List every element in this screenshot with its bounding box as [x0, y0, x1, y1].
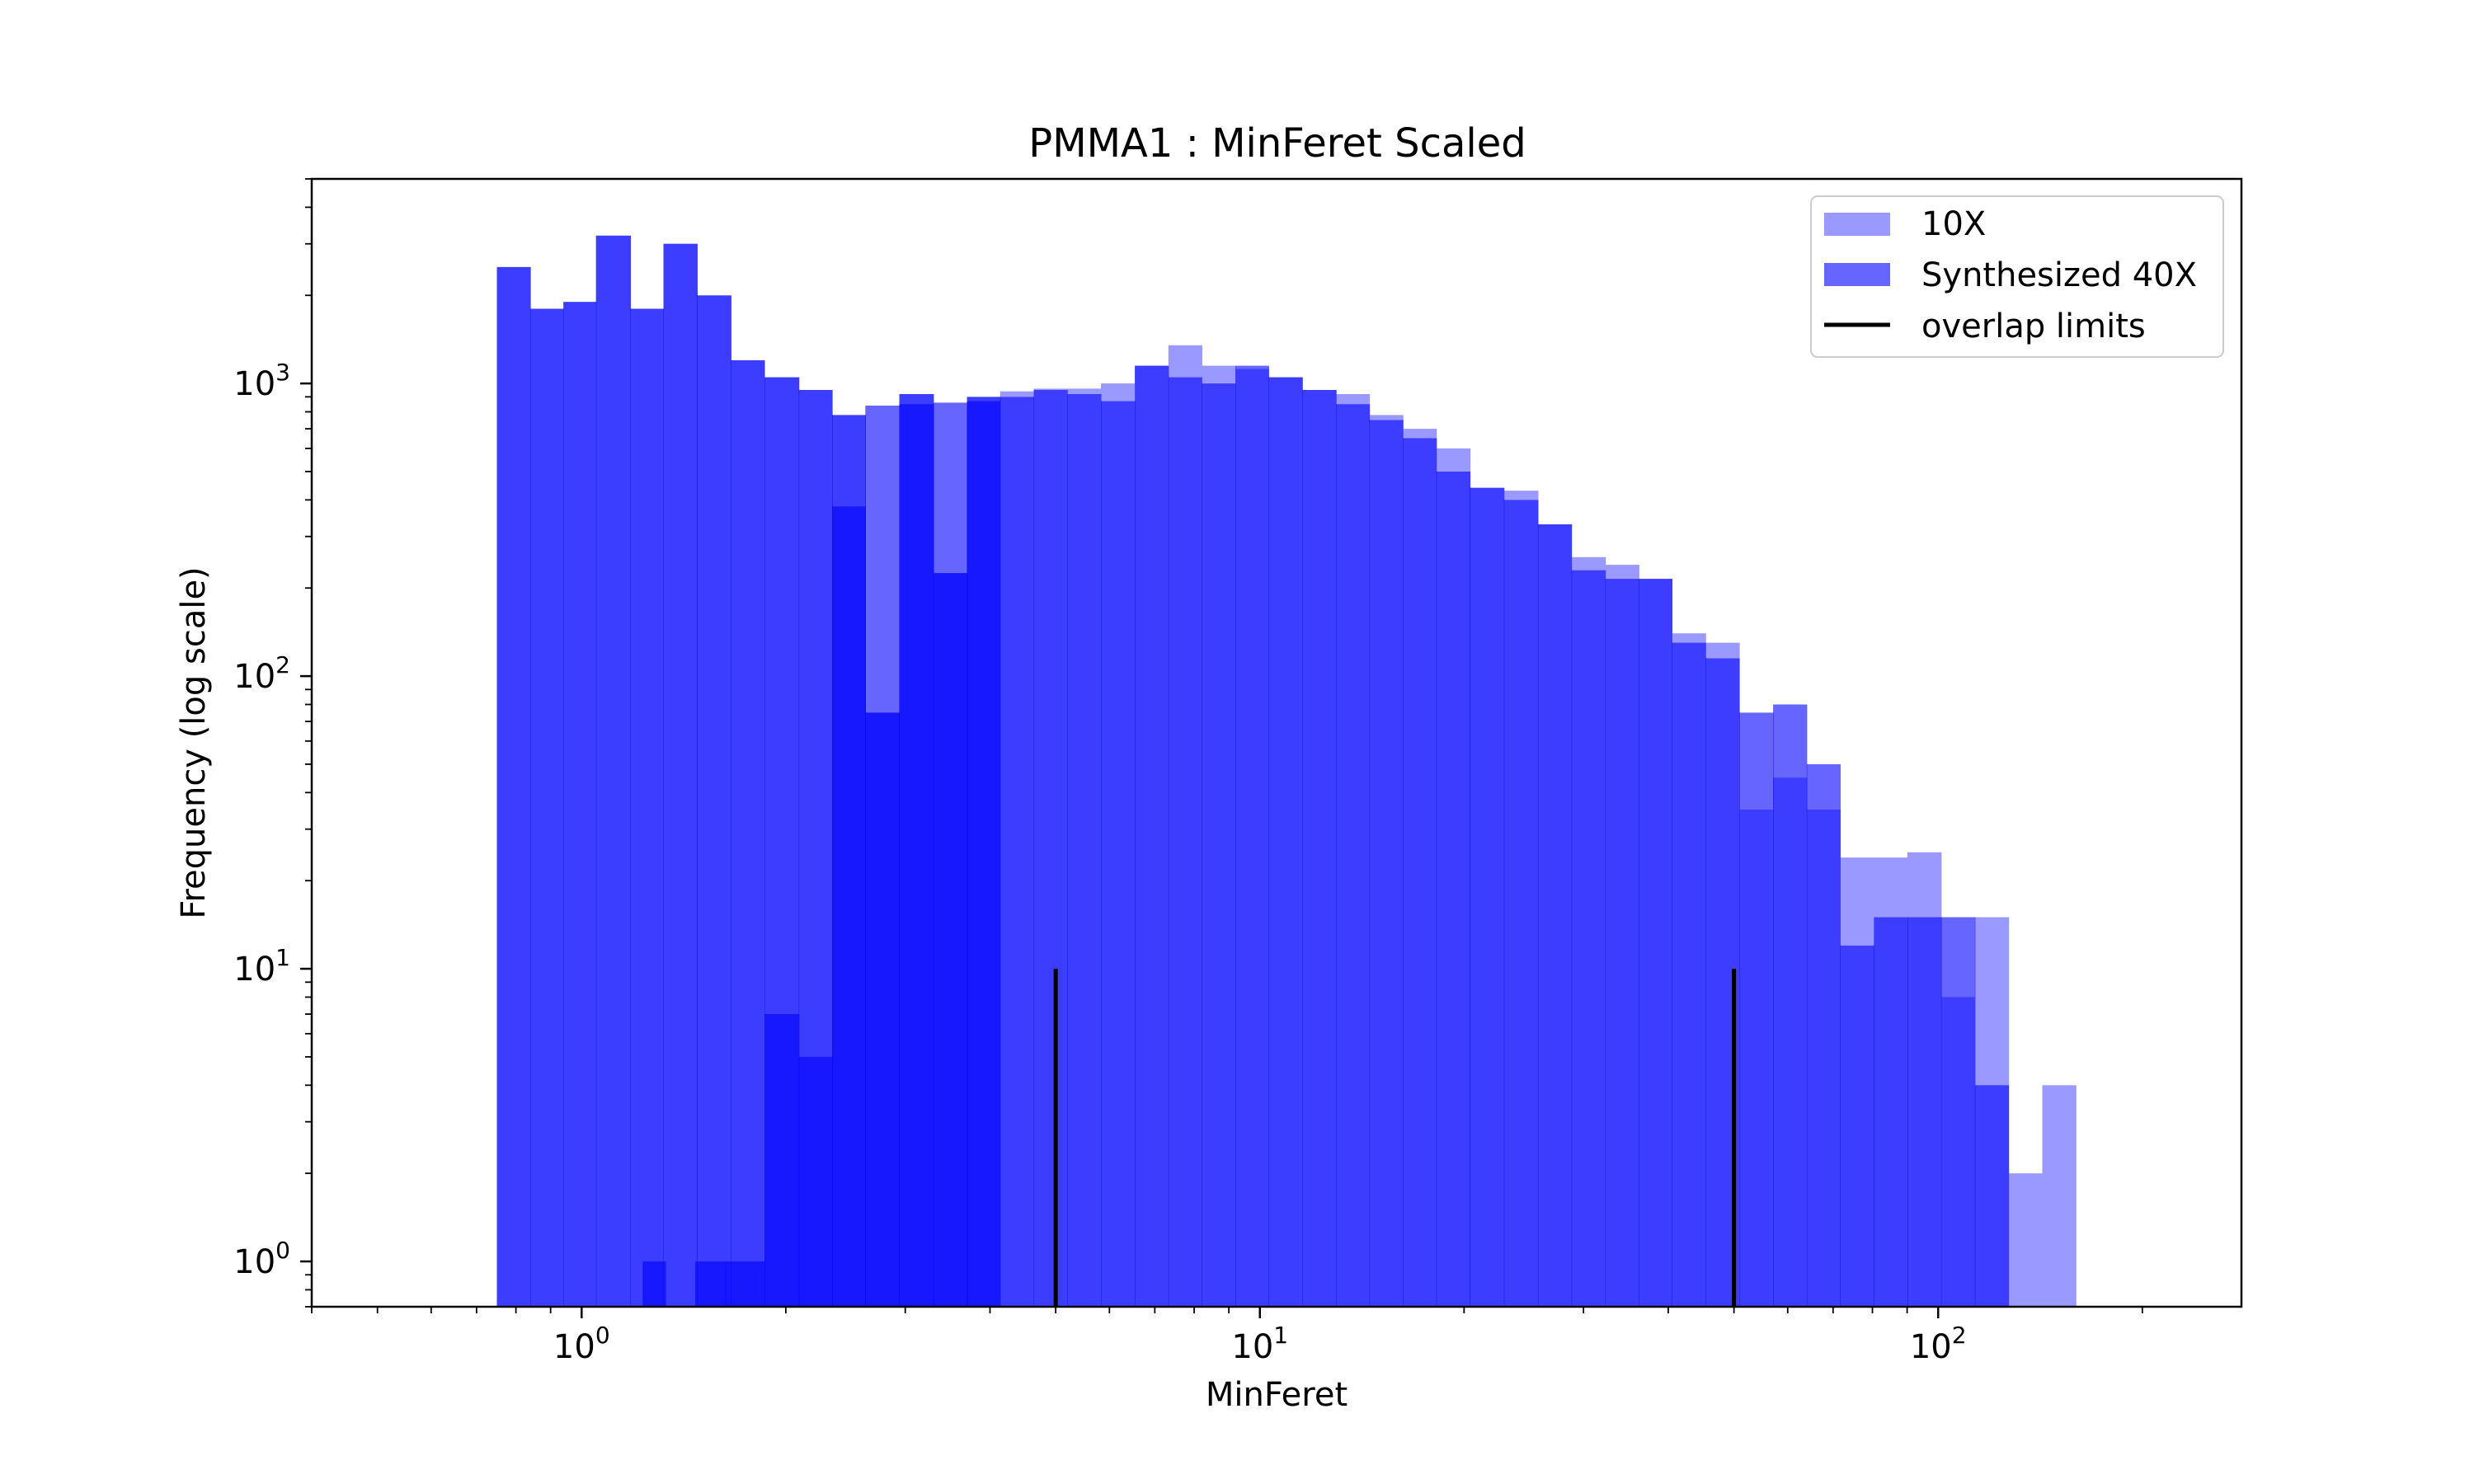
bar-series1-26 [1369, 420, 1404, 1307]
bar-series1-19 [1135, 365, 1169, 1308]
y-tick-label-1: 101 [233, 944, 290, 989]
bar-series2-1 [694, 1261, 727, 1307]
x-axis-ticks: 100 101 102 [311, 1307, 2143, 1366]
bar-series1-6 [697, 295, 731, 1307]
legend-label-overlap-limits: overlap limits [1921, 308, 2146, 345]
legend-frame [1810, 195, 2224, 358]
legend-swatch-synthesized-40x [1824, 263, 1890, 286]
overlap-limit-lines [1053, 969, 1737, 1307]
bar-series0-45 [2008, 1173, 2044, 1307]
y-axis-label: Frequency (log scale) [175, 566, 213, 918]
bar-series1-41 [1874, 917, 1908, 1307]
x-axis-label: MinFeret [1206, 1376, 1348, 1414]
bar-series1-15 [999, 397, 1035, 1307]
bar-series1-27 [1403, 438, 1437, 1307]
bar-series1-3 [595, 235, 631, 1307]
y-axis-ticks: 100 101 102 103 [233, 178, 312, 1308]
legend-label-10x: 10X [1921, 205, 1986, 243]
bar-series2-6 [865, 712, 901, 1307]
legend-label-synthesized-40x: Synthesized 40X [1921, 256, 2197, 294]
x-tick-label-2: 102 [1910, 1322, 1967, 1366]
y-tick-label-2: 102 [233, 651, 290, 696]
bar-series1-40 [1840, 945, 1874, 1307]
bar-series2-9 [967, 397, 1001, 1307]
plot-frame [310, 177, 2243, 1308]
bar-series1-1 [530, 308, 564, 1307]
bar-series1-5 [663, 243, 698, 1308]
bar-series1-33 [1605, 579, 1639, 1307]
legend: 10X Synthesized 40X overlap limits [1810, 195, 2224, 358]
bar-series1-39 [1806, 763, 1841, 1307]
x-tick-label-1: 101 [1231, 1322, 1288, 1366]
bar-series1-31 [1537, 524, 1573, 1307]
bar-series1-2 [563, 302, 597, 1308]
bar-series1-24 [1302, 390, 1337, 1307]
bar-series1-28 [1436, 472, 1471, 1307]
bar-series2-2 [725, 1261, 765, 1307]
bar-series1-18 [1101, 401, 1136, 1308]
y-tick-label-0: 100 [233, 1237, 290, 1281]
bar-series1-43 [1940, 917, 1976, 1307]
bar-series1-23 [1268, 377, 1303, 1308]
bar-series1-20 [1168, 377, 1202, 1308]
bar-series2-3 [764, 1014, 800, 1307]
y-tick-label-3: 103 [233, 359, 290, 403]
bar-series1-29 [1470, 487, 1505, 1307]
histogram-bars [496, 235, 2077, 1308]
bar-series1-21 [1202, 383, 1236, 1308]
bar-series1-42 [1907, 917, 1942, 1307]
bar-series1-16 [1033, 390, 1068, 1307]
bar-series2-5 [832, 506, 866, 1307]
bar-series2-4 [798, 1056, 833, 1307]
legend-swatch-10x [1824, 213, 1890, 236]
bar-series1-0 [496, 266, 531, 1307]
bar-series2-0 [642, 1261, 666, 1307]
chart-title: PMMA1 : MinFeret Scaled [1028, 120, 1526, 167]
bar-series2-8 [933, 573, 968, 1307]
bar-series1-17 [1067, 394, 1102, 1307]
bar-series1-44 [1974, 1085, 2010, 1307]
bar-series1-35 [1672, 642, 1706, 1307]
bar-series1-7 [731, 360, 765, 1307]
bar-series1-30 [1503, 500, 1539, 1307]
bar-series1-37 [1739, 712, 1774, 1307]
x-tick-label-0: 100 [553, 1322, 610, 1366]
bar-series2-7 [899, 394, 934, 1307]
bar-series1-22 [1235, 365, 1269, 1308]
bar-series1-38 [1773, 704, 1808, 1307]
bar-series1-34 [1639, 579, 1672, 1307]
bar-series1-4 [630, 308, 664, 1307]
bar-series0-46 [2042, 1085, 2077, 1307]
bar-series1-32 [1571, 570, 1606, 1307]
bar-series1-25 [1336, 404, 1371, 1308]
